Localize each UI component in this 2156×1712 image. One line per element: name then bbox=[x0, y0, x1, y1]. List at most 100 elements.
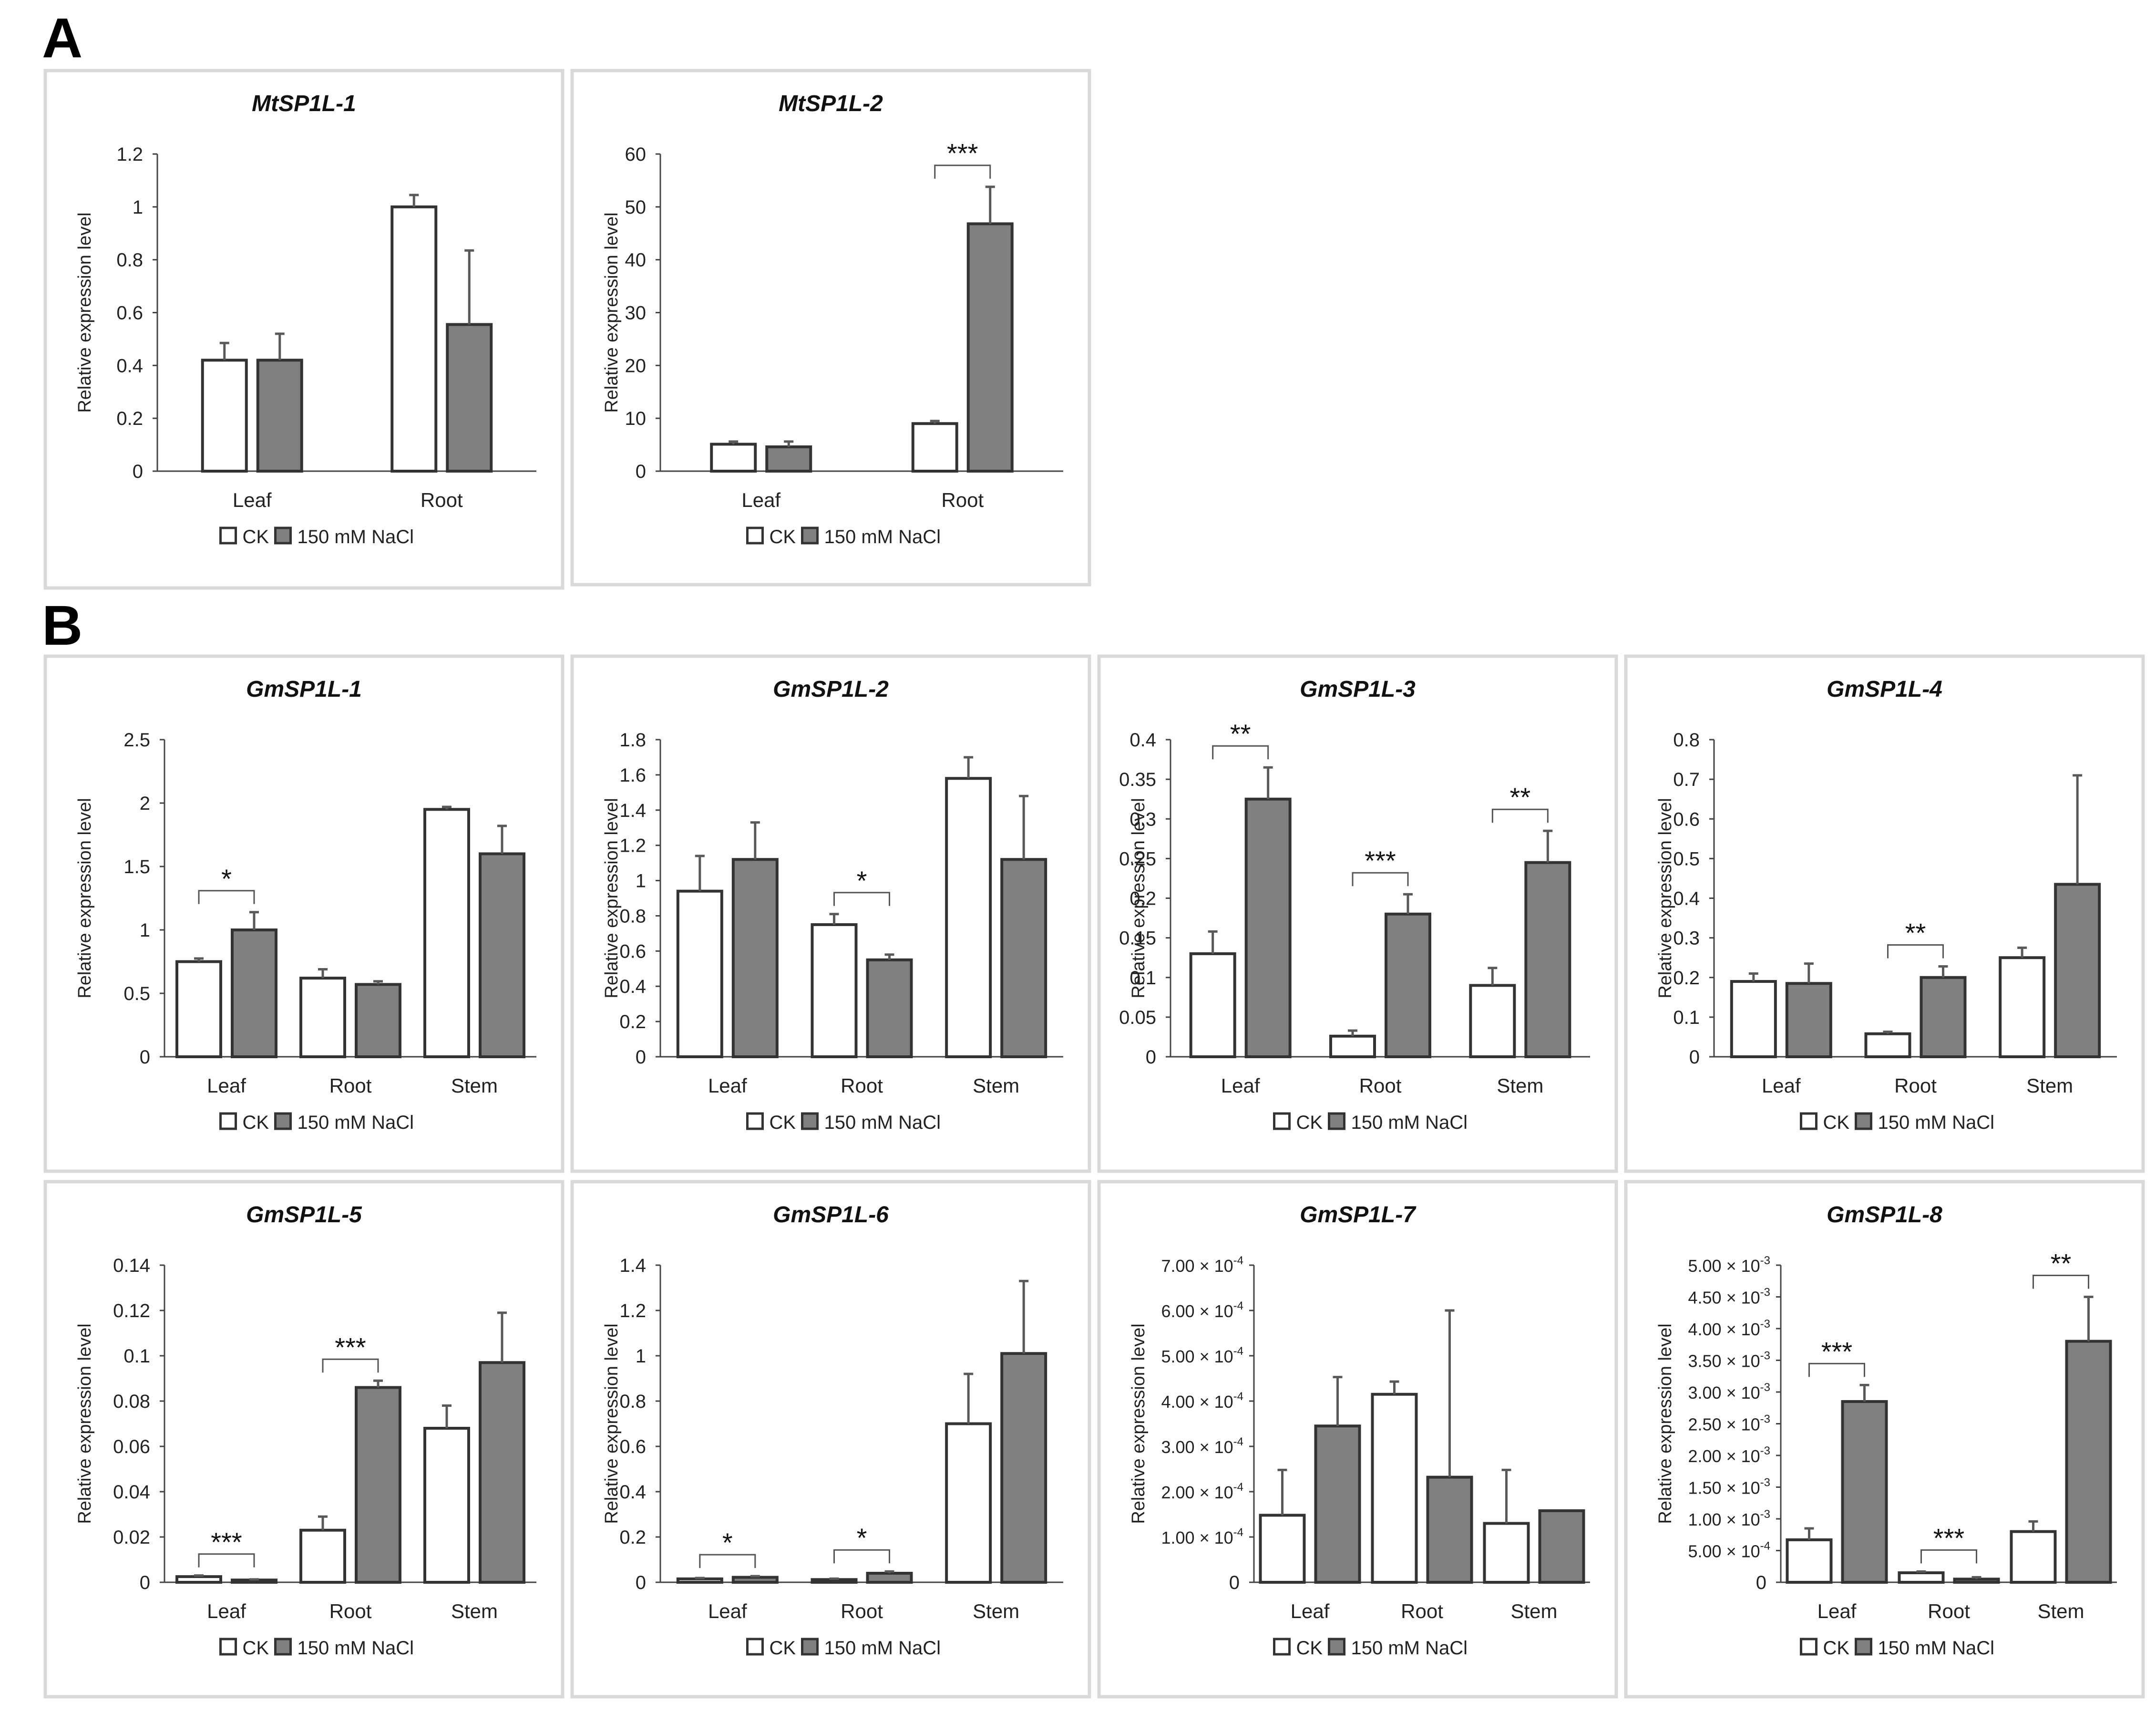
legend-label-nacl: 150 mM NaCl bbox=[298, 1112, 414, 1133]
legend-label-nacl: 150 mM NaCl bbox=[298, 526, 414, 547]
bar-ck bbox=[676, 889, 723, 1058]
y-tick-label: 0.4 bbox=[116, 355, 143, 376]
legend-swatch-nacl bbox=[1328, 1112, 1345, 1130]
bar-nacl bbox=[731, 858, 779, 1058]
x-tick-label: Stem bbox=[2026, 1074, 2073, 1097]
x-tick-label: Stem bbox=[973, 1074, 1019, 1097]
legend-label-nacl: 150 mM NaCl bbox=[1878, 1112, 1995, 1133]
y-tick-label: 0.2 bbox=[1673, 968, 1700, 989]
x-tick-label: Root bbox=[1401, 1600, 1443, 1622]
significance-bracket bbox=[1808, 1362, 1865, 1377]
chart-panel-7: GmSP1L-5 0 0.02 0.04 0.06 0.08 0.1 0.12 0.14 Rela… bbox=[43, 1180, 565, 1699]
bar-ck bbox=[1898, 1571, 1945, 1584]
bar-nacl bbox=[479, 852, 525, 1059]
significance-bracket bbox=[1212, 745, 1269, 760]
chart-title: GmSP1L-2 bbox=[773, 677, 889, 702]
bar-nacl bbox=[866, 958, 913, 1058]
y-tick-label: 0 bbox=[1229, 1572, 1240, 1593]
y-tick-label: 10 bbox=[625, 408, 647, 429]
y-tick-label: 1.2 bbox=[619, 835, 646, 856]
y-tick-label: 5.00 × 10-4 bbox=[1688, 1540, 1770, 1561]
y-tick-label: 5.00 × 10-3 bbox=[1688, 1254, 1770, 1276]
y-axis-label: Relative expression level bbox=[75, 212, 95, 413]
bar-ck bbox=[299, 977, 346, 1059]
y-tick-label: 0 bbox=[636, 1572, 646, 1593]
chart-panel-5: GmSP1L-3 0 0.05 0.1 0.15 0.2 0.25 0.3 0.35 0.4 Rel… bbox=[1097, 654, 1618, 1173]
chart-title: GmSP1L-3 bbox=[1300, 677, 1416, 702]
significance-label: * bbox=[722, 1527, 733, 1557]
y-tick-label: 0.06 bbox=[113, 1436, 150, 1457]
legend-label-ck: CK bbox=[243, 526, 269, 547]
y-tick-label: 7.00 × 10-4 bbox=[1161, 1254, 1243, 1276]
y-tick-label: 0 bbox=[636, 1047, 646, 1068]
y-tick-label: 0.2 bbox=[619, 1527, 646, 1548]
panel-label-b: B bbox=[42, 594, 82, 657]
y-tick-label: 0.25 bbox=[1119, 848, 1156, 869]
bar-ck bbox=[811, 923, 858, 1058]
legend-label-nacl: 150 mM NaCl bbox=[298, 1638, 414, 1659]
chart-panel-2: MtSP1L-2 0 10 20 30 40 50 60 Relative expression… bbox=[570, 69, 1091, 587]
bar-nacl bbox=[1785, 982, 1832, 1058]
y-axis-label: Relative expression level bbox=[602, 798, 622, 998]
significance-label: ** bbox=[1230, 719, 1251, 749]
y-tick-label: 1.4 bbox=[619, 1255, 646, 1276]
bar-nacl bbox=[231, 928, 277, 1058]
legend-label-nacl: 150 mM NaCl bbox=[824, 1638, 941, 1659]
significance-label: *** bbox=[947, 138, 978, 168]
legend-swatch-ck bbox=[746, 1638, 764, 1656]
bar-ck bbox=[423, 808, 470, 1059]
legend-swatch-ck bbox=[1273, 1638, 1291, 1656]
bar-ck bbox=[1483, 1522, 1530, 1584]
legend-label-nacl: 150 mM NaCl bbox=[1351, 1638, 1468, 1659]
legend-label-ck: CK bbox=[1296, 1638, 1323, 1659]
bar-ck bbox=[911, 422, 958, 473]
y-tick-label: 1.8 bbox=[619, 730, 646, 751]
bar-nacl bbox=[355, 983, 401, 1058]
y-tick-label: 1 bbox=[636, 871, 646, 892]
bar-nacl bbox=[1538, 1509, 1585, 1584]
bar-nacl bbox=[2054, 883, 2101, 1058]
x-tick-label: Leaf bbox=[708, 1074, 747, 1097]
y-axis-label: Relative expression level bbox=[1129, 1323, 1149, 1524]
legend-label-ck: CK bbox=[770, 526, 796, 547]
significance-bracket bbox=[198, 1553, 255, 1568]
y-tick-label: 0.4 bbox=[619, 976, 646, 997]
y-tick-label: 0.4 bbox=[1129, 730, 1156, 751]
y-tick-label: 0 bbox=[636, 461, 646, 482]
bar-nacl bbox=[1920, 976, 1967, 1058]
legend-label-ck: CK bbox=[243, 1638, 269, 1659]
y-tick-label: 0.7 bbox=[1673, 769, 1700, 790]
bar-ck bbox=[945, 777, 992, 1059]
y-tick-label: 0.8 bbox=[619, 1391, 646, 1412]
x-tick-label: Root bbox=[1894, 1074, 1937, 1097]
y-axis-label: Relative expression level bbox=[1129, 798, 1149, 998]
y-tick-label: 0.1 bbox=[1673, 1007, 1700, 1028]
significance-bracket bbox=[1352, 872, 1409, 887]
bar-nacl bbox=[355, 1386, 401, 1584]
y-tick-label: 0 bbox=[1146, 1047, 1156, 1068]
significance-bracket bbox=[1920, 1549, 1977, 1564]
bar-nacl bbox=[2065, 1340, 2112, 1584]
y-tick-label: 0.4 bbox=[619, 1482, 646, 1503]
y-axis-label: Relative expression level bbox=[602, 212, 622, 413]
y-tick-label: 4.00 × 10-4 bbox=[1161, 1390, 1243, 1412]
y-tick-label: 0.1 bbox=[1129, 968, 1156, 989]
y-tick-label: 0.1 bbox=[123, 1346, 150, 1367]
significance-bracket bbox=[1887, 944, 1944, 959]
chart-title: GmSP1L-5 bbox=[246, 1202, 362, 1227]
legend-label-ck: CK bbox=[1296, 1112, 1323, 1133]
bar-nacl bbox=[1385, 912, 1431, 1058]
bar-nacl bbox=[446, 323, 493, 473]
y-tick-label: 0.2 bbox=[619, 1011, 646, 1032]
y-tick-label: 30 bbox=[625, 303, 647, 324]
chart-panel-1: MtSP1L-1 0 0.2 0.4 0.6 0.8 1 1.2 Relative expres… bbox=[43, 69, 565, 590]
y-tick-label: 40 bbox=[625, 250, 647, 271]
y-tick-label: 1.6 bbox=[619, 765, 646, 786]
y-tick-label: 0.35 bbox=[1119, 769, 1156, 790]
bar-nacl bbox=[1524, 861, 1571, 1058]
significance-label: ** bbox=[1905, 918, 1926, 948]
significance-bracket bbox=[833, 892, 890, 906]
x-tick-label: Stem bbox=[2037, 1600, 2084, 1622]
legend-label-nacl: 150 mM NaCl bbox=[1351, 1112, 1468, 1133]
x-tick-label: Stem bbox=[451, 1600, 498, 1622]
